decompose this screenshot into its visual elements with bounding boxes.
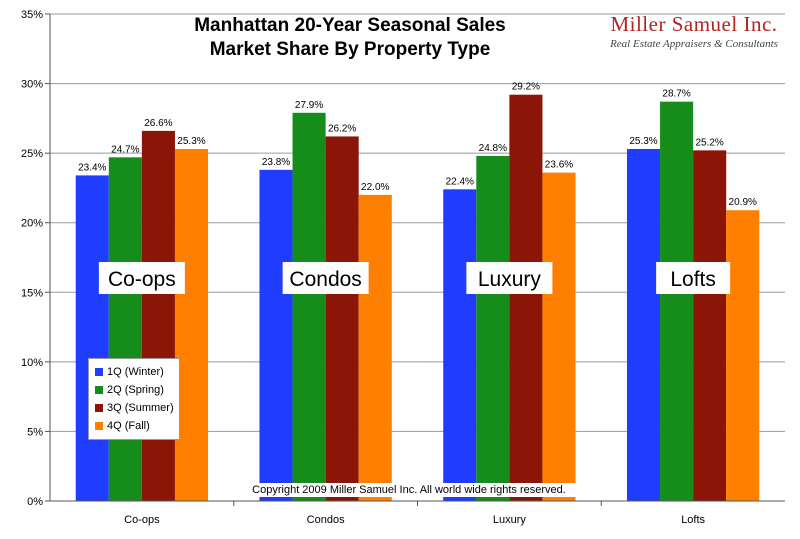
bar <box>693 150 727 502</box>
value-label: 26.2% <box>328 123 356 134</box>
y-tick-label: 0% <box>27 496 43 508</box>
legend-swatch <box>95 422 103 430</box>
legend-label: 3Q (Summer) <box>107 402 174 414</box>
value-label: 22.0% <box>361 182 389 193</box>
category-overlay-box <box>466 262 553 294</box>
y-tick-label: 30% <box>21 79 43 91</box>
bar <box>75 175 109 502</box>
legend-swatch <box>95 386 103 394</box>
value-label: 23.6% <box>545 160 573 171</box>
brand-tagline: Real Estate Appraisers & Consultants <box>610 38 778 50</box>
legend-item: 1Q (Winter) <box>95 363 175 381</box>
bar <box>443 189 477 501</box>
chart-subtitle: Market Share By Property Type <box>209 39 491 60</box>
value-label: 24.7% <box>111 144 139 155</box>
value-label: 26.6% <box>144 118 172 129</box>
brand-logo: Miller Samuel Inc. Real Estate Appraiser… <box>604 12 784 50</box>
chart-title: Manhattan 20-Year Seasonal Sales <box>194 15 506 36</box>
legend-label: 4Q (Fall) <box>107 420 150 432</box>
legend-label: 1Q (Winter) <box>107 366 164 378</box>
y-tick-label: 5% <box>27 426 43 438</box>
bar <box>108 157 142 501</box>
value-label: 29.2% <box>512 82 540 93</box>
y-tick-label: 15% <box>21 287 43 299</box>
x-tick-label: Luxury <box>493 514 527 526</box>
value-label: 23.8% <box>262 157 290 168</box>
value-label: 25.3% <box>177 136 205 147</box>
y-tick-label: 20% <box>21 218 43 230</box>
y-tick-label: 10% <box>21 357 43 369</box>
bar <box>358 194 392 501</box>
value-label: 27.9% <box>295 100 323 111</box>
copyright-notice: Copyright 2009 Miller Samuel Inc. All wo… <box>241 483 577 497</box>
bar <box>292 112 326 501</box>
value-label: 23.4% <box>78 162 106 173</box>
value-label: 20.9% <box>729 197 757 208</box>
category-overlay-label: Lofts <box>670 268 716 291</box>
value-label: 24.8% <box>479 143 507 154</box>
brand-name: Miller Samuel Inc. <box>610 12 778 36</box>
bar <box>259 169 293 501</box>
value-label: 28.7% <box>662 89 690 100</box>
legend-swatch <box>95 404 103 412</box>
value-label: 25.2% <box>695 137 723 148</box>
legend-item: 3Q (Summer) <box>95 399 175 417</box>
x-tick-label: Co-ops <box>124 514 160 526</box>
category-overlay-box <box>656 262 731 294</box>
category-overlay-label: Condos <box>289 268 361 291</box>
bar <box>542 172 576 501</box>
legend-swatch <box>95 368 103 376</box>
category-overlay-box <box>282 262 369 294</box>
bar <box>476 155 510 501</box>
chart-legend: 1Q (Winter) 2Q (Spring) 3Q (Summer) 4Q (… <box>88 358 180 440</box>
x-tick-label: Lofts <box>681 514 705 526</box>
bar <box>141 130 175 501</box>
y-tick-label: 25% <box>21 148 43 160</box>
category-overlay-label: Luxury <box>478 268 542 291</box>
category-overlay-box <box>98 262 185 294</box>
bar <box>660 101 694 501</box>
legend-label: 2Q (Spring) <box>107 384 164 396</box>
chart-title-block: Manhattan 20-Year Seasonal Sales Market … <box>150 14 550 62</box>
category-overlay-label: Co-ops <box>108 268 176 291</box>
bar <box>509 94 543 502</box>
y-tick-label: 35% <box>21 9 43 21</box>
legend-item: 2Q (Spring) <box>95 381 175 399</box>
x-tick-label: Condos <box>307 514 345 526</box>
bar <box>726 210 760 502</box>
bar <box>626 148 661 501</box>
value-label: 22.4% <box>446 176 474 187</box>
bar <box>174 148 209 501</box>
value-label: 25.3% <box>629 136 657 147</box>
legend-item: 4Q (Fall) <box>95 417 175 435</box>
bar <box>325 136 359 501</box>
